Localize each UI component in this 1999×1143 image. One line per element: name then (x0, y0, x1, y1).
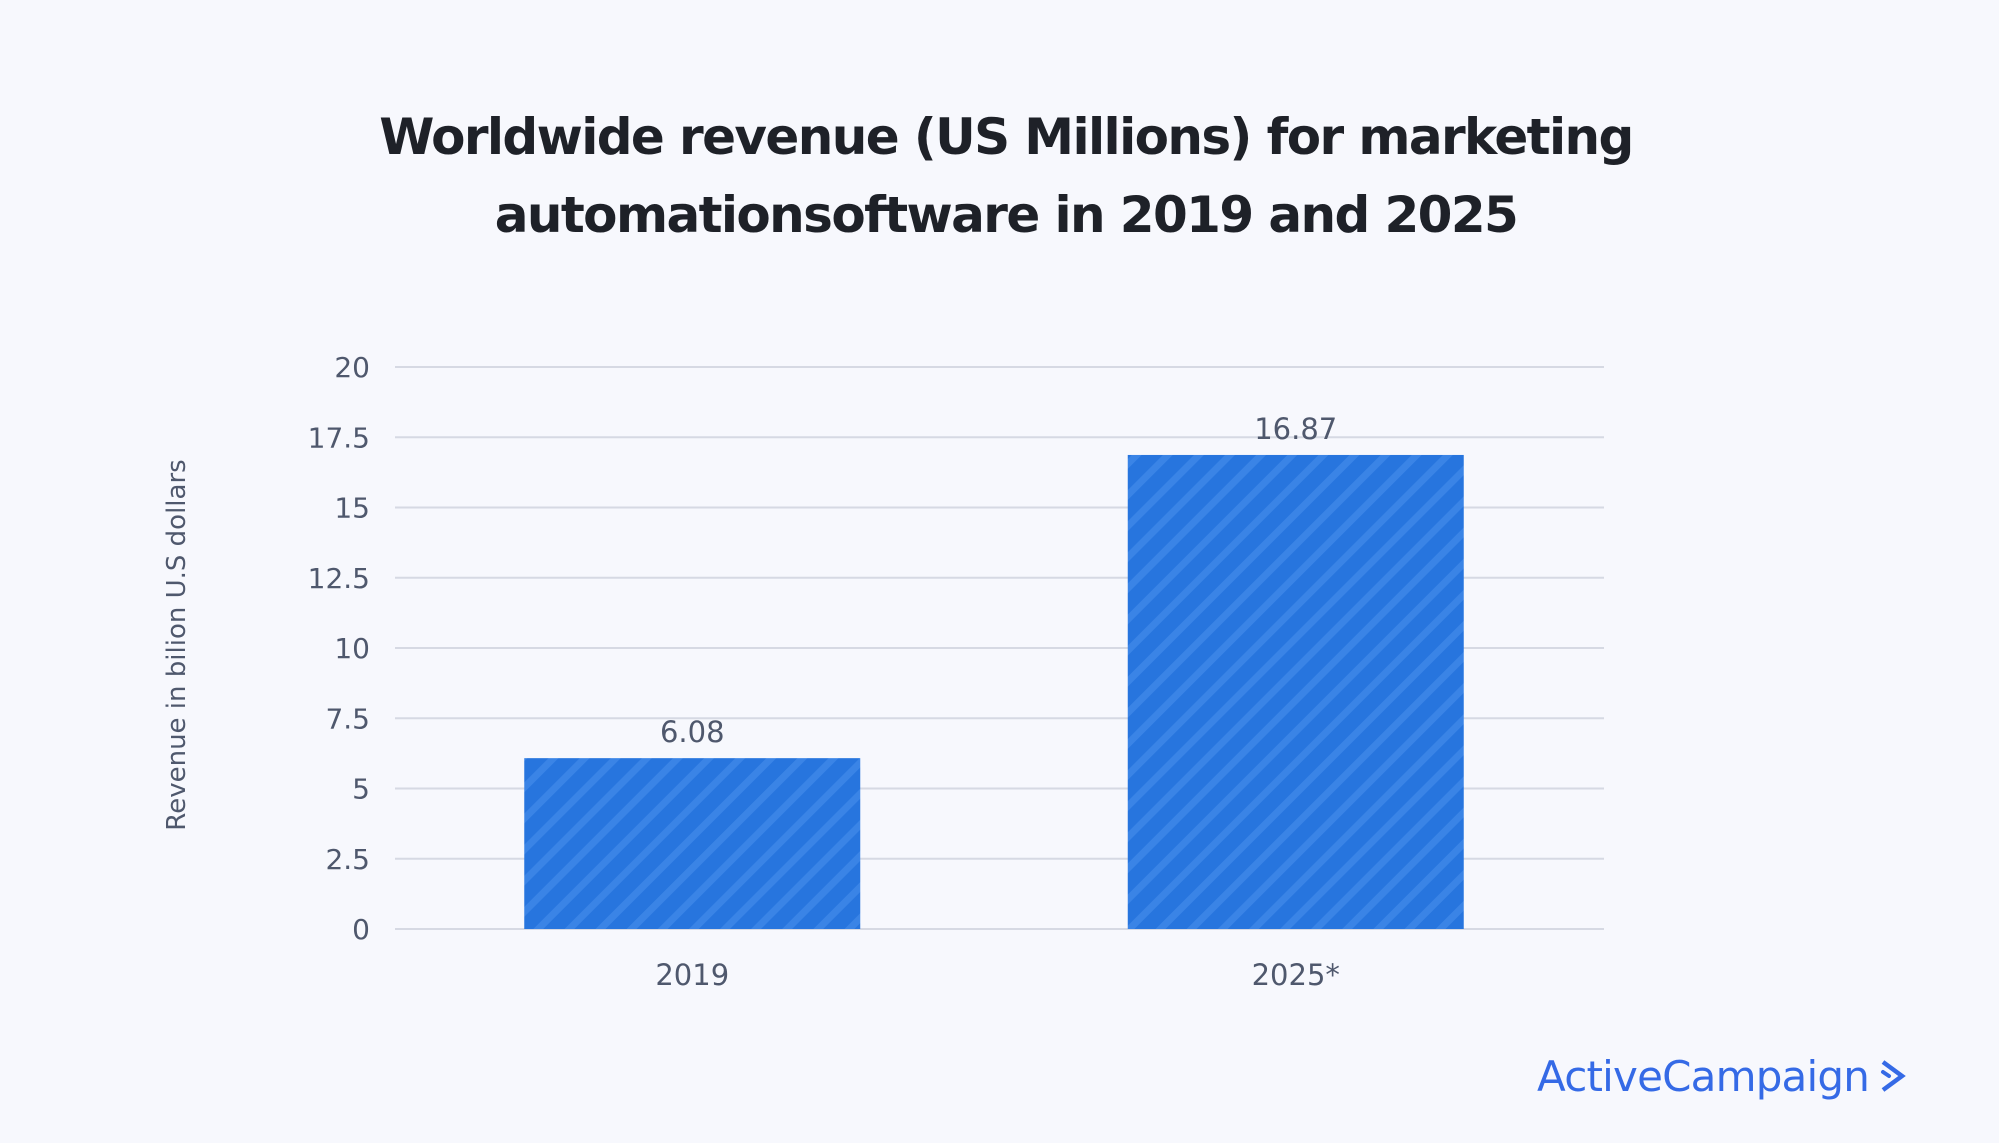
value-labels: 6.08 16.87 (660, 412, 1337, 749)
x-axis-labels: 2019 2025* (655, 958, 1340, 992)
y-tick-label: 15 (334, 492, 370, 525)
y-tick-label: 12.5 (308, 562, 370, 595)
value-label: 6.08 (660, 715, 725, 749)
bar-2025 (1127, 454, 1464, 929)
y-tick-label: 0 (352, 913, 370, 946)
x-tick-label: 2025* (1252, 958, 1340, 992)
y-tick-label: 17.5 (308, 421, 370, 454)
y-tick-label: 20 (334, 351, 370, 384)
y-tick-label: 2.5 (325, 843, 370, 876)
activecampaign-logo: ActiveCampaign (1537, 1048, 1907, 1104)
bar-2019 (524, 758, 861, 929)
chart-title-line-2: automationsoftware in 2019 and 2025 (494, 186, 1519, 244)
y-axis-label: Revenue in bilion U.S dollars (162, 459, 192, 830)
value-label: 16.87 (1254, 412, 1337, 446)
y-axis-ticks: 0 2.5 5 7.5 10 12.5 15 17.5 20 (308, 351, 370, 946)
y-tick-label: 5 (352, 773, 370, 806)
chart-title: Worldwide revenue (US Millions) for mark… (0, 98, 1999, 254)
y-tick-label: 10 (334, 632, 370, 665)
chevron-right-icon (1881, 1060, 1906, 1092)
bars (524, 454, 1464, 929)
x-tick-label: 2019 (655, 958, 729, 992)
y-tick-label: 7.5 (325, 702, 370, 735)
logo-text: ActiveCampaign (1537, 1051, 1870, 1101)
chart-title-line-1: Worldwide revenue (US Millions) for mark… (379, 108, 1634, 166)
